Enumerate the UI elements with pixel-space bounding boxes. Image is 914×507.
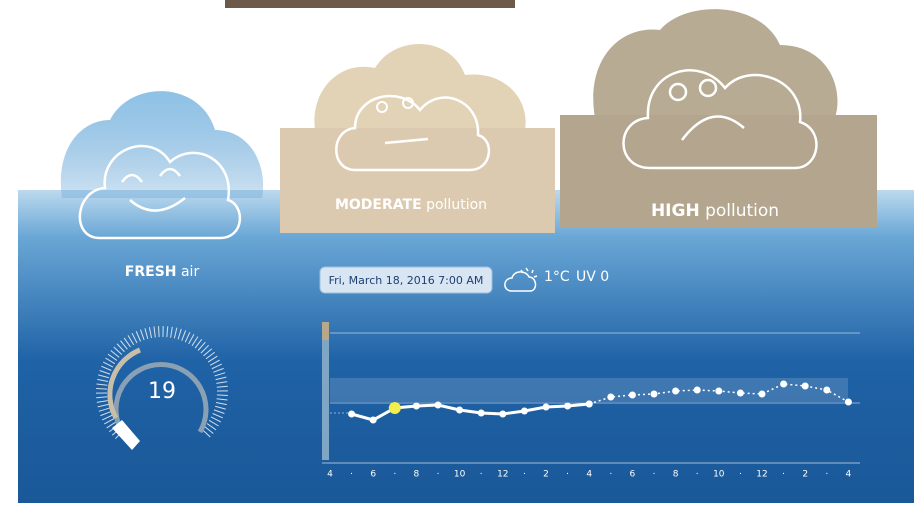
x-tick-label: · (437, 470, 440, 480)
point (586, 401, 593, 408)
point (478, 410, 485, 417)
point (694, 387, 701, 394)
gauge-tick (217, 395, 228, 396)
x-tick-label: · (739, 470, 742, 480)
x-tick-label: · (609, 470, 612, 480)
point (715, 388, 722, 395)
current-point (389, 402, 401, 414)
point (802, 383, 809, 390)
point (543, 404, 550, 411)
point (651, 391, 658, 398)
x-tick-label: · (782, 470, 785, 480)
point (823, 387, 830, 394)
high-card (560, 9, 877, 228)
x-tick-label: 10 (454, 470, 466, 480)
point (737, 390, 744, 397)
temperature: 1°C (544, 269, 570, 285)
fresh-label: FRESH air (125, 264, 200, 280)
x-tick-label: · (393, 470, 396, 480)
point (564, 403, 571, 410)
x-tick-label: 8 (414, 470, 420, 480)
point (521, 408, 528, 415)
photo-strip (225, 0, 515, 8)
x-tick-label: 8 (673, 470, 679, 480)
high-label: HIGH pollution (651, 201, 779, 221)
gauge-value: 19 (148, 379, 176, 404)
point (413, 403, 420, 410)
x-tick-label: · (480, 470, 483, 480)
x-tick-label: 10 (713, 470, 725, 480)
x-tick-label: · (566, 470, 569, 480)
point (435, 402, 442, 409)
x-tick-label: · (350, 470, 353, 480)
moderate-label: MODERATE pollution (335, 197, 487, 213)
gauge-tick (96, 389, 107, 390)
x-tick-label: 12 (756, 470, 767, 480)
point (759, 391, 766, 398)
point (499, 411, 506, 418)
point (607, 394, 614, 401)
x-tick-label: · (696, 470, 699, 480)
uv-index: UV 0 (576, 269, 609, 285)
x-tick-label: 6 (370, 470, 376, 480)
date-text: Fri, March 18, 2016 7:00 AM (329, 274, 484, 287)
point (672, 388, 679, 395)
x-tick-label: · (523, 470, 526, 480)
point (845, 399, 852, 406)
point (370, 417, 377, 424)
x-tick-label: 2 (543, 470, 549, 480)
point (629, 392, 636, 399)
x-tick-label: 12 (497, 470, 508, 480)
point (348, 411, 355, 418)
x-tick-label: · (825, 470, 828, 480)
x-tick-label: 4 (586, 470, 592, 480)
x-tick-label: 4 (846, 470, 852, 480)
point (456, 407, 463, 414)
x-tick-label: 6 (630, 470, 636, 480)
x-tick-label: 2 (802, 470, 808, 480)
gauge-tick (159, 326, 160, 337)
x-tick-label: 4 (327, 470, 333, 480)
point (780, 381, 787, 388)
x-tick-label: · (653, 470, 656, 480)
